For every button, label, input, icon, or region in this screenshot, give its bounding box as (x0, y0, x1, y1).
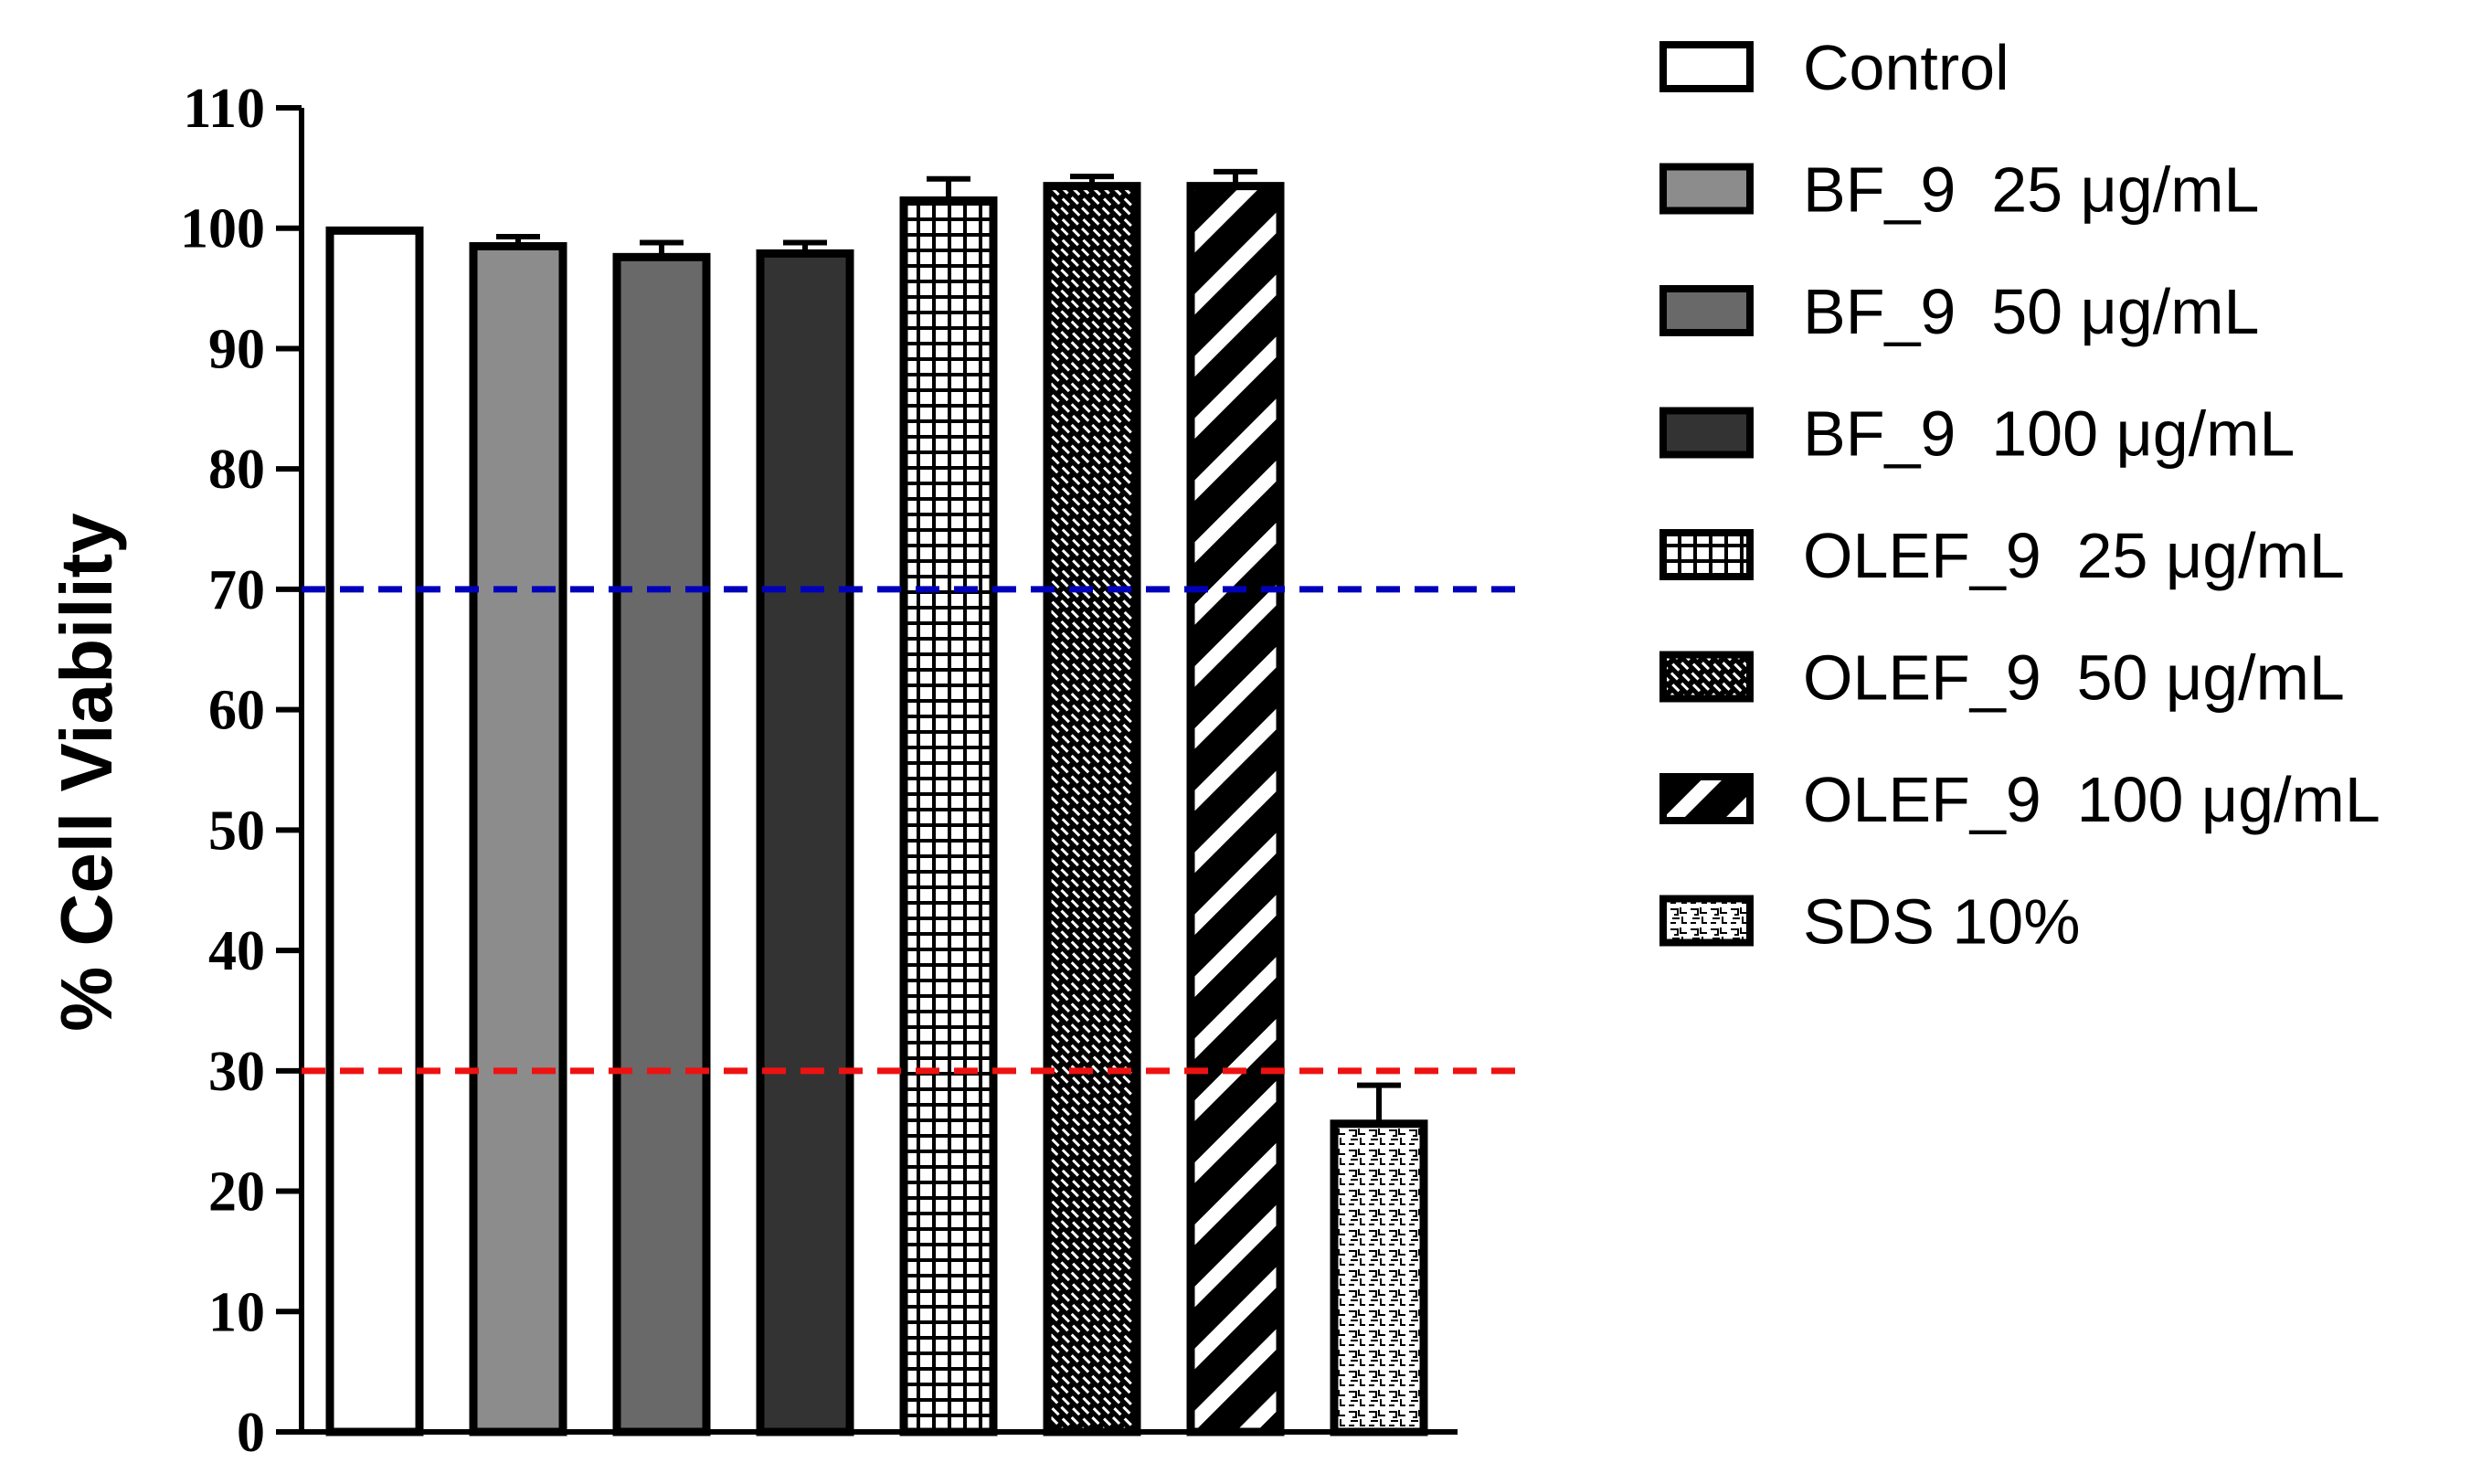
y-tick-label: 60 (208, 680, 265, 742)
legend-item: OLEF_9 25 μg/mL (1659, 520, 2345, 591)
legend-item: BF_9 25 μg/mL (1659, 154, 2259, 226)
legend-label: Control (1803, 32, 2009, 103)
bar-8 (1330, 1119, 1428, 1436)
legend-swatch (1659, 895, 1754, 947)
y-tick-label: 100 (180, 198, 265, 260)
bar-7 (1186, 182, 1285, 1436)
legend-label: BF_9 100 μg/mL (1803, 398, 2295, 470)
legend-label: OLEF_9 50 μg/mL (1803, 642, 2345, 714)
y-tick-label: 10 (208, 1281, 265, 1343)
bar-6 (1043, 182, 1141, 1436)
y-tick-label: 80 (208, 439, 265, 501)
legend-label: BF_9 25 μg/mL (1803, 154, 2259, 226)
legend-swatch (1659, 41, 1754, 92)
legend-swatch (1659, 651, 1754, 703)
legend-swatch (1659, 529, 1754, 580)
bars (325, 168, 1428, 1436)
legend-item: SDS 10% (1659, 886, 2080, 958)
bar-5 (899, 196, 998, 1436)
legend: Control BF_9 25 μg/mL BF_9 50 μg/mL BF_9 10… (1659, 32, 2380, 958)
bar-1 (325, 226, 424, 1436)
bar-2 (469, 241, 567, 1436)
legend-swatch (1659, 285, 1754, 336)
legend-label: OLEF_9 100 μg/mL (1803, 764, 2380, 835)
bar-3 (612, 252, 711, 1436)
y-tick-label: 0 (237, 1402, 265, 1464)
y-tick-label: 70 (208, 559, 265, 621)
y-tick-label: 40 (208, 920, 265, 982)
bar-4 (756, 249, 854, 1436)
y-tick-label: 30 (208, 1041, 265, 1103)
y-ticks: 0 10 20 30 40 50 60 70 80 90 100 110 (180, 78, 302, 1464)
y-axis-title: % Cell Viability (46, 513, 127, 1032)
legend-label: SDS 10% (1803, 886, 2080, 958)
y-tick-label: 90 (208, 318, 265, 380)
y-tick-label: 110 (183, 78, 265, 140)
legend-label: OLEF_9 25 μg/mL (1803, 520, 2345, 591)
legend-item: BF_9 50 μg/mL (1659, 276, 2259, 347)
legend-swatch (1659, 407, 1754, 459)
legend-item: OLEF_9 100 μg/mL (1659, 764, 2380, 835)
y-tick-label: 20 (208, 1161, 265, 1224)
legend-item: BF_9 100 μg/mL (1659, 398, 2295, 470)
y-axis: 0 10 20 30 40 50 60 70 80 90 100 110 (180, 78, 304, 1464)
reference-lines (302, 586, 1526, 1075)
legend-label: BF_9 50 μg/mL (1803, 276, 2259, 347)
y-tick-label: 50 (208, 800, 265, 862)
legend-swatch (1659, 773, 1754, 824)
legend-swatch (1659, 163, 1754, 215)
legend-item: Control (1659, 32, 2009, 103)
legend-item: OLEF_9 50 μg/mL (1659, 642, 2345, 714)
